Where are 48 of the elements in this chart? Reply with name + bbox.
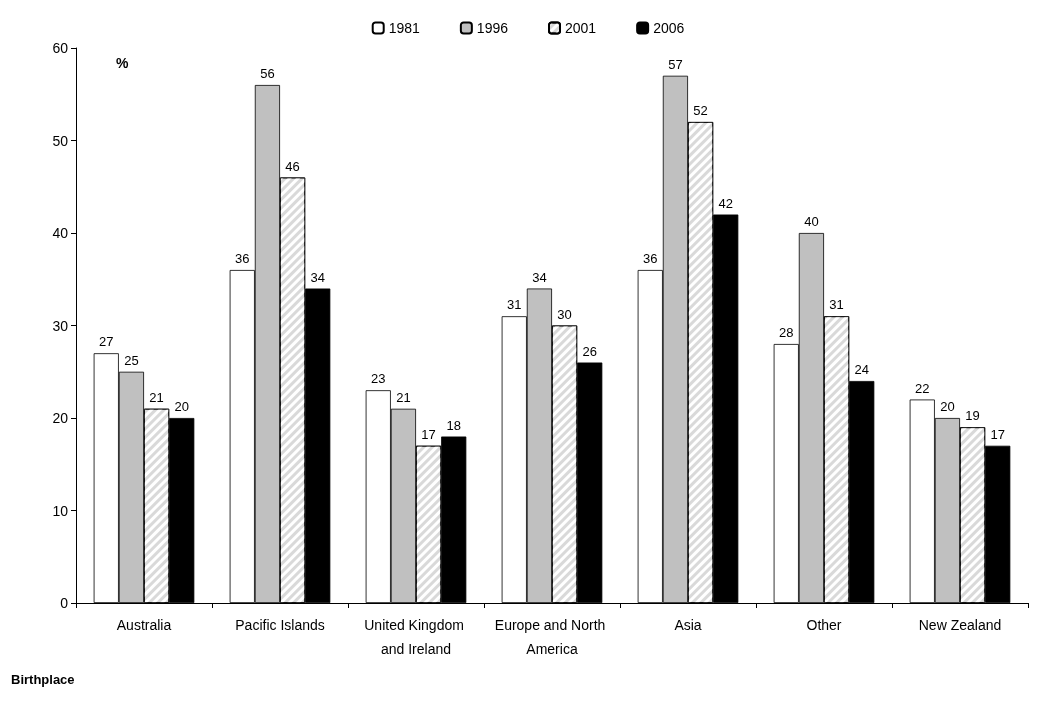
data-label: 18 (446, 417, 461, 433)
data-label: 17 (421, 426, 436, 442)
data-label: 30 (557, 306, 572, 322)
data-label: 21 (396, 389, 411, 405)
data-label: 28 (779, 325, 794, 340)
legend-label: 2006 (653, 20, 685, 36)
data-label: 40 (804, 214, 819, 229)
x-tick-label: Europe and North America (494, 617, 610, 657)
data-label: 36 (235, 251, 250, 266)
data-label: 21 (149, 389, 164, 405)
data-label: 24 (854, 362, 869, 377)
x-tick-label: Australia (116, 617, 172, 633)
y-tick-label: 10 (52, 502, 69, 519)
data-label: 17 (990, 426, 1005, 442)
x-tick-label: Other (806, 617, 842, 633)
x-tick-label: Asia (674, 617, 702, 633)
y-tick-label: 40 (52, 225, 69, 241)
legend-label: 2001 (565, 20, 597, 36)
data-label: 20 (174, 399, 189, 414)
data-label: 36 (643, 251, 658, 266)
data-label: 56 (260, 66, 275, 81)
data-label: 23 (371, 371, 386, 387)
data-label: 22 (915, 380, 930, 396)
x-axis-title: Birthplace (11, 672, 75, 687)
x-tick-label: New Zealand (918, 617, 1002, 633)
legend-label: 1996 (476, 20, 509, 36)
data-label: 52 (693, 103, 708, 118)
y-tick-label: 20 (52, 410, 69, 426)
data-label: 25 (124, 352, 139, 368)
data-label: 19 (965, 408, 980, 424)
data-label: 46 (285, 158, 300, 174)
data-label: 57 (668, 56, 683, 72)
y-tick-label: 0 (60, 595, 69, 611)
y-tick-label: 60 (52, 40, 69, 56)
legend-label: 1981 (388, 20, 421, 36)
x-tick-label: United Kingdom and Ireland (364, 617, 468, 657)
data-label: 34 (310, 269, 325, 285)
data-label: 27 (99, 334, 114, 350)
data-label: 20 (940, 399, 955, 414)
data-label: 34 (532, 269, 547, 285)
y-axis-title: % (116, 55, 129, 71)
data-label: 31 (507, 297, 522, 313)
data-label: 42 (718, 195, 733, 211)
data-label: 31 (829, 297, 844, 313)
x-tick-label: Pacific Islands (235, 617, 325, 633)
y-tick-label: 30 (52, 317, 69, 334)
data-label: 26 (582, 343, 597, 359)
y-tick-label: 50 (52, 132, 69, 149)
